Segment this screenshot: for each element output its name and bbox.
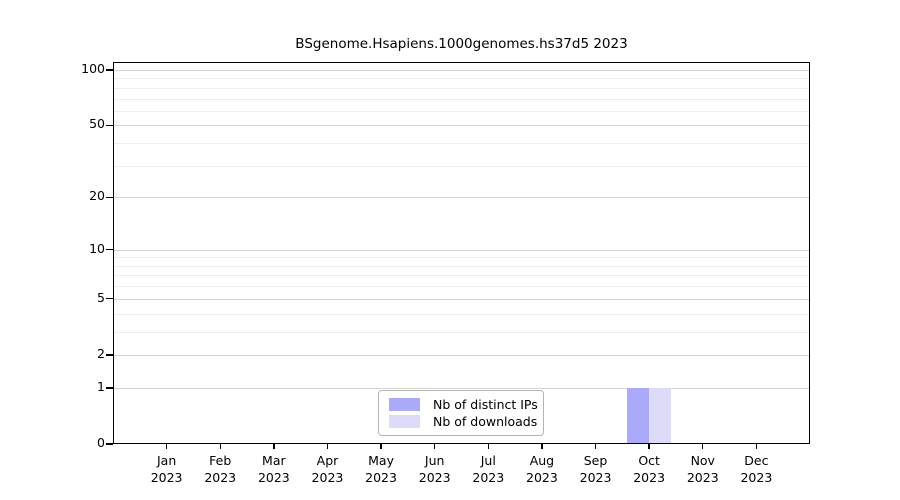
y-tick-label: 20 <box>89 188 105 204</box>
legend-item-distinct-ips: Nb of distinct IPs <box>389 397 538 412</box>
x-tick-year: 2023 <box>686 470 719 485</box>
x-tick-label: Dec 2023 <box>726 452 786 486</box>
legend-swatch-downloads <box>389 415 420 428</box>
legend-label-downloads: Nb of downloads <box>433 414 538 429</box>
gridline <box>113 331 810 333</box>
x-axis-tick <box>755 444 758 449</box>
x-tick-month: Apr <box>316 453 339 468</box>
x-tick-month: Oct <box>638 453 660 468</box>
x-tick-year: 2023 <box>150 470 183 485</box>
x-axis-tick <box>326 444 329 449</box>
gridline <box>113 197 810 199</box>
x-tick-label: Oct 2023 <box>619 452 679 486</box>
x-tick-label: Mar 2023 <box>244 452 304 486</box>
x-tick-month: Jul <box>480 453 496 468</box>
gridline <box>113 249 810 251</box>
y-tick-label: 50 <box>89 116 105 132</box>
x-axis-tick <box>487 444 489 449</box>
y-tick-label: 0 <box>97 435 105 450</box>
x-tick-year: 2023 <box>418 470 451 485</box>
x-tick-month: Feb <box>209 453 232 468</box>
chart-title: BSgenome.Hsapiens.1000genomes.hs37d5 202… <box>295 36 628 52</box>
y-axis-tick <box>106 248 113 251</box>
bar-downloads <box>649 387 672 444</box>
x-tick-year: 2023 <box>526 470 558 485</box>
y-axis-tick <box>106 354 113 356</box>
x-tick-year: 2023 <box>740 470 773 485</box>
x-axis-tick <box>273 444 275 449</box>
y-axis-tick <box>106 124 113 127</box>
gridline <box>113 98 810 100</box>
x-tick-month: May <box>368 453 394 468</box>
gridline <box>113 257 810 259</box>
legend: Nb of distinct IPs Nb of downloads <box>378 390 544 436</box>
gridline <box>113 125 810 127</box>
gridline <box>113 78 810 80</box>
x-axis-tick <box>380 444 382 449</box>
y-axis-tick <box>106 387 113 389</box>
y-axis-tick <box>106 298 113 300</box>
x-tick-month: Jun <box>424 453 445 468</box>
y-tick-label: 100 <box>81 61 105 76</box>
x-tick-year: 2023 <box>472 470 505 485</box>
x-tick-label: Jun 2023 <box>405 452 465 486</box>
x-tick-label: Jan 2023 <box>137 452 197 486</box>
x-tick-year: 2023 <box>311 470 344 485</box>
y-tick-label: 2 <box>97 345 105 361</box>
x-tick-year: 2023 <box>579 470 612 485</box>
legend-item-downloads: Nb of downloads <box>389 414 537 429</box>
legend-swatch-distinct-ips <box>389 398 420 411</box>
y-tick-label: 5 <box>97 289 105 305</box>
gridline <box>113 143 810 145</box>
plot-area <box>113 62 810 444</box>
x-axis-tick <box>594 444 597 449</box>
x-axis-tick <box>541 444 543 449</box>
gridline <box>113 313 810 315</box>
x-tick-label: Jul 2023 <box>458 452 518 486</box>
x-axis-tick <box>433 444 436 449</box>
gridline <box>113 275 810 277</box>
x-tick-label: Nov 2023 <box>673 452 733 486</box>
x-tick-label: Sep 2023 <box>566 452 626 486</box>
x-tick-month: Mar <box>262 453 286 468</box>
x-axis-tick <box>219 444 221 449</box>
bar-distinct-ips <box>627 387 650 444</box>
gridline <box>113 298 810 300</box>
x-axis-tick <box>702 444 704 449</box>
gridline <box>113 354 810 356</box>
x-tick-label: Feb 2023 <box>190 452 250 486</box>
x-tick-label: Apr 2023 <box>297 452 357 486</box>
gridline <box>113 165 810 167</box>
x-axis-tick <box>648 444 650 449</box>
x-tick-year: 2023 <box>204 470 237 485</box>
gridline <box>113 265 810 267</box>
legend-label-distinct-ips: Nb of distinct IPs <box>433 397 538 412</box>
x-tick-year: 2023 <box>365 470 397 485</box>
y-axis-tick <box>106 443 113 445</box>
y-axis-tick <box>106 69 113 71</box>
gridline <box>113 286 810 288</box>
x-tick-year: 2023 <box>633 470 666 485</box>
x-axis-tick <box>165 444 168 449</box>
x-tick-month: Jan <box>156 453 177 468</box>
y-tick-label: 10 <box>89 240 105 256</box>
x-tick-month: Aug <box>529 453 555 468</box>
x-tick-label: May 2023 <box>351 452 411 486</box>
y-axis-tick <box>106 196 113 198</box>
y-tick-label: 1 <box>97 378 105 394</box>
gridline <box>113 87 810 89</box>
x-tick-month: Sep <box>583 453 608 468</box>
x-tick-month: Nov <box>690 453 715 468</box>
x-tick-label: Aug 2023 <box>512 452 572 486</box>
x-tick-month: Dec <box>744 453 769 468</box>
x-tick-year: 2023 <box>257 470 290 485</box>
gridline <box>113 110 810 112</box>
gridline <box>113 387 810 389</box>
gridline <box>113 70 810 71</box>
